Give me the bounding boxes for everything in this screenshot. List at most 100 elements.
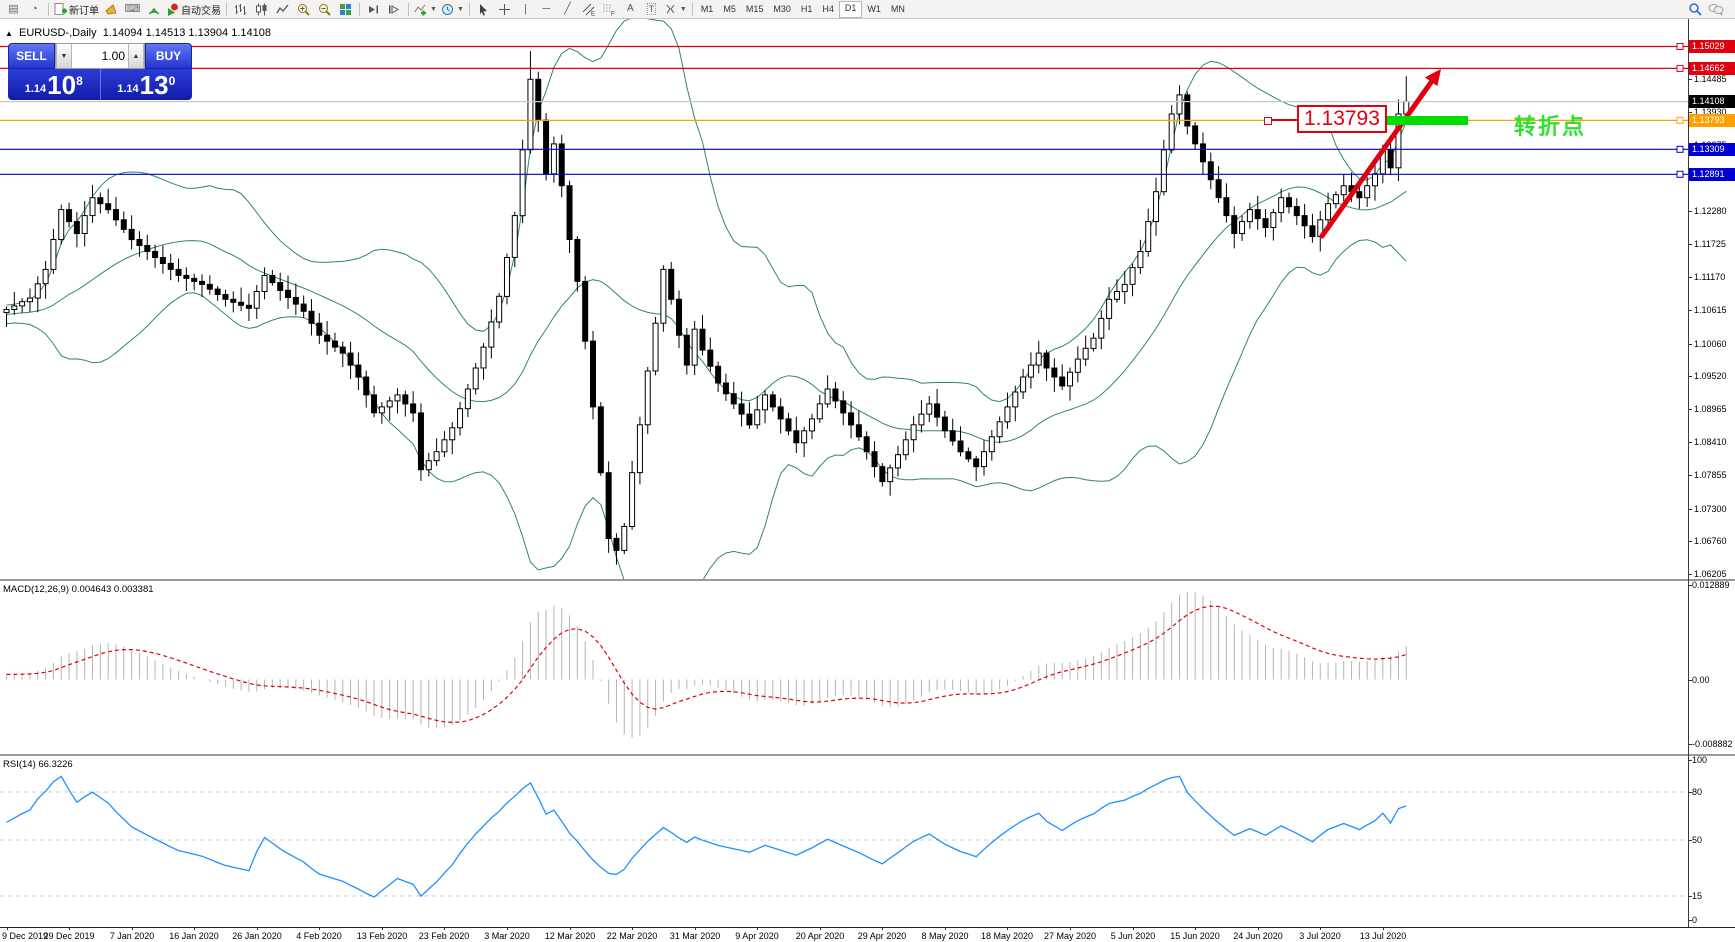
level-price-label: 1.14662 [1689, 62, 1735, 75]
timeframe-m30[interactable]: M30 [773, 3, 791, 14]
date-axis-tick [69, 927, 70, 930]
vertical-line-icon: | [523, 3, 527, 15]
chart-shift-button[interactable] [384, 1, 405, 17]
auto-scroll-button[interactable] [363, 1, 384, 17]
toolbar-separator [359, 2, 360, 16]
candlestick-chart-button[interactable] [251, 1, 272, 17]
horizontal-line-tool-button[interactable]: ─ [536, 1, 557, 17]
bar-chart-button[interactable] [230, 1, 251, 17]
chart-shift-icon [389, 4, 399, 14]
periods-button[interactable]: ▼ [439, 1, 466, 17]
date-axis-label: 5 Jun 2020 [1110, 931, 1156, 941]
volume-increase-button[interactable]: ▲ [128, 44, 144, 68]
turning-point-text[interactable]: 转折点 [1514, 114, 1587, 139]
chevron-down-icon: ▼ [679, 5, 687, 13]
timeframe-mn[interactable]: MN [890, 3, 905, 14]
vertical-line-tool-button[interactable]: | [515, 1, 536, 17]
macd-axis-tick [1688, 680, 1692, 681]
bid-price[interactable]: 1.14 10 8 [8, 69, 101, 100]
volume-decrease-button[interactable]: ▼ [56, 44, 72, 68]
timeframe-w1[interactable]: W1 [867, 3, 881, 14]
expert-advisors-button[interactable]: ⌨ [122, 1, 143, 17]
macd-axis-label: 0.00 [1692, 675, 1710, 685]
line-chart-button[interactable] [272, 1, 293, 17]
zoom-out-button[interactable] [314, 1, 335, 17]
price-axis-tick [1688, 442, 1692, 443]
tile-windows-button[interactable] [335, 1, 356, 17]
horn-icon [105, 4, 117, 15]
bid-sup-digit: 8 [76, 74, 83, 88]
symbol-collapse-icon[interactable]: ▲ [5, 29, 13, 38]
price-axis-label: 1.09520 [1694, 371, 1727, 381]
signals-button[interactable] [143, 1, 164, 17]
alerts-button[interactable] [101, 1, 122, 17]
candlestick-chart-icon [256, 3, 267, 15]
timeframe-h1[interactable]: H1 [800, 3, 813, 14]
date-axis-label: 18 May 2020 [980, 931, 1034, 941]
date-axis-label: 23 Feb 2020 [418, 931, 470, 941]
auto-trading-label: 自动交易 [181, 5, 221, 17]
date-axis-tick [1007, 927, 1008, 930]
cursor-tool-button[interactable] [473, 1, 494, 17]
fibonacci-tool-button[interactable]: F [599, 1, 620, 17]
price-axis-tick [1688, 541, 1692, 542]
auto-scroll-icon [369, 5, 378, 13]
turning-point-price-label[interactable]: 1.13793 [1297, 105, 1387, 133]
macd-plot[interactable] [0, 581, 1688, 754]
date-axis-tick [695, 927, 696, 930]
trendline-tool-button[interactable]: ╱ [557, 1, 578, 17]
zoom-in-button[interactable] [293, 1, 314, 17]
text-tool-button[interactable]: A [620, 1, 641, 17]
price-axis-label: 1.13930 [1694, 107, 1727, 117]
search-icon[interactable] [1688, 2, 1702, 16]
date-axis-tick [319, 927, 320, 930]
panel-separator[interactable] [0, 754, 1735, 756]
date-axis-label: 3 Mar 2020 [484, 931, 530, 941]
price-axis-label: 1.07300 [1694, 504, 1727, 514]
text-label-tool-button[interactable]: T [641, 1, 662, 17]
rsi-axis-label: 80 [1692, 787, 1703, 797]
main-plot[interactable] [0, 19, 1688, 579]
date-axis-label: 7 Jan 2020 [109, 931, 155, 941]
timeframe-m5[interactable]: M5 [723, 3, 736, 14]
turning-point-bar[interactable] [1378, 116, 1468, 125]
price-axis-tick [1688, 475, 1692, 476]
price-axis-tick [1688, 277, 1692, 278]
bid-prefix: 1.14 [24, 83, 47, 95]
chevron-down-icon: ▼ [456, 5, 464, 13]
new-chart-button[interactable]: ▤ [3, 1, 24, 17]
timeframe-m15[interactable]: M15 [745, 3, 764, 14]
macd-axis-label: 0.012889 [1692, 580, 1730, 590]
channel-tool-button[interactable]: E [578, 1, 599, 17]
timeframe-h4[interactable]: H4 [822, 3, 834, 14]
arrows-tool-button[interactable]: ▼ [662, 1, 689, 17]
date-axis-tick [1258, 927, 1259, 930]
price-axis-line [1688, 19, 1689, 927]
auto-trading-button[interactable]: 自动交易 [164, 1, 223, 17]
price-label-handle[interactable] [1264, 117, 1272, 125]
ask-price[interactable]: 1.14 13 0 [101, 69, 193, 100]
timeframe-d1[interactable]: D1 [838, 0, 863, 18]
date-axis-line [0, 927, 1735, 928]
profiles-button[interactable]: ◔ [24, 1, 45, 17]
date-axis-label: 9 Apr 2020 [735, 931, 779, 941]
chat-icon[interactable] [1708, 3, 1724, 16]
toolbar-separator [226, 2, 227, 16]
new-order-button[interactable]: 新订单 [52, 1, 101, 17]
volume-control: ▼ ▲ [55, 43, 145, 69]
rsi-axis-label: 0 [1692, 915, 1698, 925]
buy-button[interactable]: BUY [145, 43, 192, 69]
panel-separator[interactable] [0, 579, 1735, 581]
rsi-plot[interactable] [0, 756, 1688, 927]
indicators-button[interactable]: ▼ [412, 1, 439, 17]
symbol-period-label: EURUSD-,Daily [18, 27, 97, 39]
bid-big-digits: 10 [47, 70, 77, 100]
crosshair-tool-button[interactable] [494, 1, 515, 17]
timeframe-m1[interactable]: M1 [700, 3, 714, 14]
date-axis-label: 22 Mar 2020 [606, 931, 658, 941]
sell-button[interactable]: SELL [8, 43, 55, 69]
auto-trading-icon [168, 3, 178, 16]
date-axis-label: 27 May 2020 [1043, 931, 1097, 941]
volume-input[interactable] [72, 44, 128, 68]
ohlc-high: 1.14513 [145, 27, 186, 39]
